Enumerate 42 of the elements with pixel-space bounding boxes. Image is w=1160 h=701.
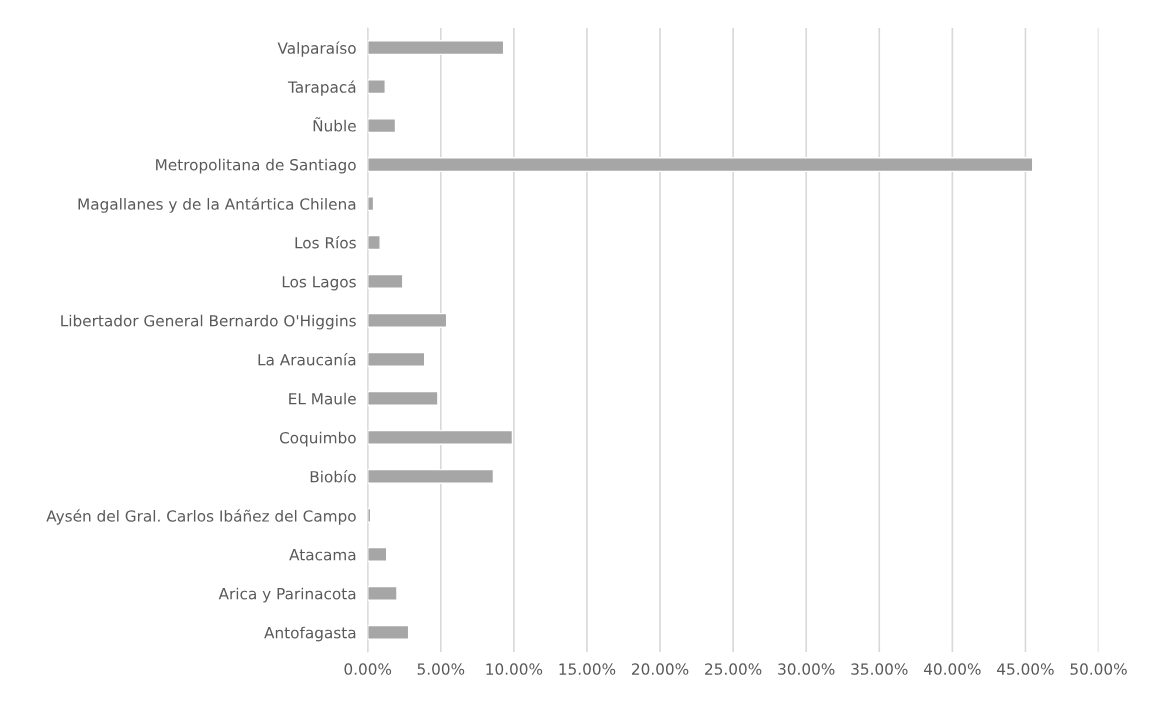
bar (367, 156, 1034, 173)
y-tick-label: Magallanes y de la Antártica Chilena (78, 197, 356, 213)
x-tick-label: 50.00% (1070, 663, 1127, 675)
x-tick-label: 40.00% (923, 663, 981, 675)
x-tick-label: 15.00% (559, 663, 616, 675)
y-tick-label: Libertador General Bernardo O'Higgins (61, 314, 356, 330)
bar (367, 390, 439, 406)
bar (367, 429, 514, 445)
x-tick-label: 25.00% (705, 663, 762, 675)
bar (367, 468, 495, 484)
x-tick-label: 20.00% (632, 663, 689, 675)
bar (367, 118, 397, 134)
bar (367, 546, 388, 562)
x-tick-label: 45.00% (997, 663, 1054, 675)
y-tick-label: Antofagasta (264, 626, 356, 642)
y-tick-label: Biobío (310, 470, 356, 483)
x-tick-label: 35.00% (851, 663, 908, 675)
y-tick-label: Arica y Parinacota (218, 587, 356, 603)
y-tick-label: Los Ríos (295, 236, 356, 249)
y-tick-label: EL Maule (289, 392, 356, 405)
y-tick-label: Coquimbo (279, 431, 356, 447)
y-tick-label: Ñuble (313, 117, 356, 132)
y-tick-label: Metropolitana de Santiago (156, 158, 356, 174)
y-tick-label: Los Lagos (282, 276, 356, 291)
x-tick-label: 10.00% (486, 663, 543, 675)
bar (367, 273, 404, 290)
bar (367, 312, 448, 329)
bar (367, 234, 381, 251)
x-tick-label: 30.00% (778, 663, 835, 675)
y-tick-label: La Araucanía (258, 353, 356, 366)
y-tick-label: Aysén del Gral. Carlos Ibáñez del Campo (46, 509, 356, 525)
bar (367, 40, 505, 56)
bar (367, 79, 386, 95)
bar (367, 624, 410, 640)
y-tick-label: Tarapacá (287, 80, 356, 96)
x-tick-label: 0.00% (344, 663, 392, 675)
x-tick-label: 5.00% (417, 663, 465, 675)
bar (367, 585, 398, 601)
y-tick-label: Valparaíso (277, 41, 356, 57)
bar (367, 351, 426, 368)
y-tick-label: Atacama (289, 549, 356, 561)
bar (367, 195, 375, 212)
